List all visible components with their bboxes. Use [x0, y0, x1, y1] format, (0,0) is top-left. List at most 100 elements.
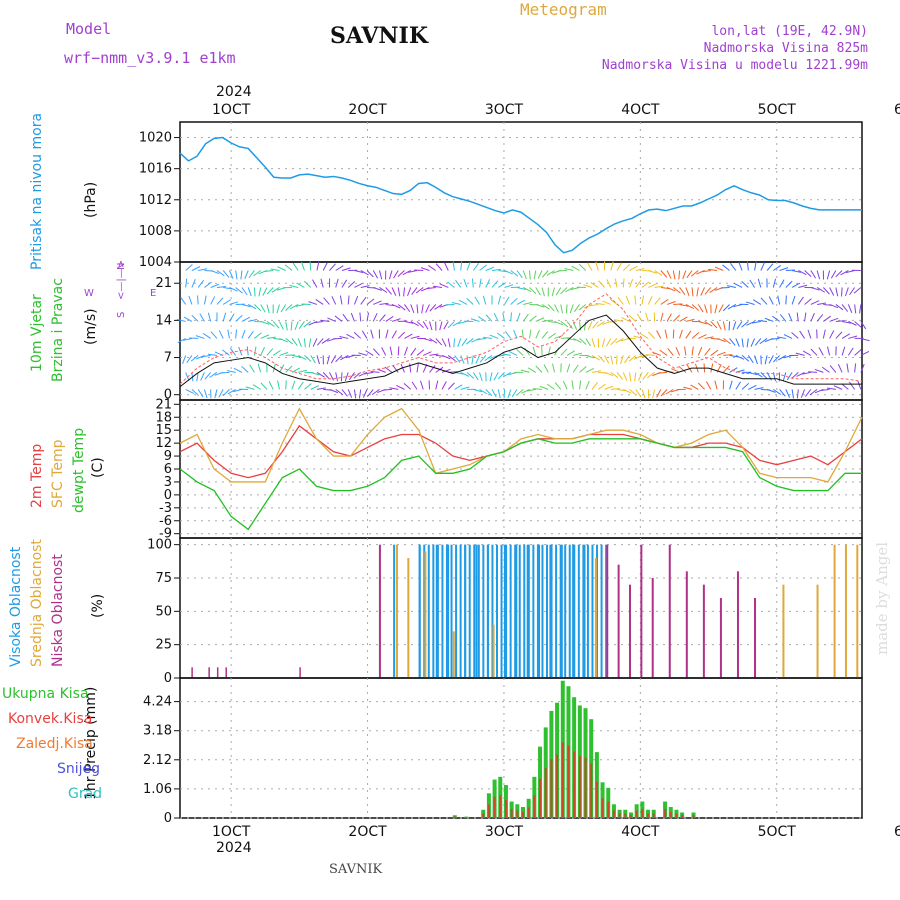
compass-w: W — [84, 288, 94, 299]
wind-barb — [334, 315, 343, 322]
wind-barb — [466, 297, 474, 305]
wind-barb — [754, 261, 757, 271]
wind-barb — [452, 321, 461, 327]
wind-barb — [691, 346, 694, 356]
cloud-bar-high — [541, 544, 544, 678]
wind-barb — [266, 287, 274, 295]
wind-barb — [583, 304, 593, 309]
wind-barb — [516, 349, 524, 356]
wind-barb — [257, 363, 262, 373]
wind-barb — [279, 337, 288, 343]
wind-barb — [510, 312, 512, 322]
wind-barb — [466, 372, 475, 379]
wind-barb — [472, 262, 480, 271]
wind-barb — [360, 270, 369, 276]
wind-barb — [704, 321, 713, 327]
wind-barb — [748, 384, 757, 390]
precip-legend-conv: Konvek.Kisa — [8, 711, 93, 727]
wind-barb — [785, 295, 787, 305]
wind-barb — [829, 303, 839, 309]
pressure-line — [179, 136, 862, 254]
wind-barb — [340, 354, 349, 361]
wind-barb — [216, 285, 226, 288]
cloud-bar-mid — [833, 544, 836, 678]
wind-barb — [298, 321, 305, 330]
wind-barb — [379, 287, 388, 293]
precip-bar-convective — [675, 813, 678, 818]
wind-barb — [772, 278, 777, 288]
wind-barb — [229, 347, 237, 356]
wind-barb — [782, 372, 787, 382]
wind-barb — [741, 382, 750, 390]
wind-barb — [353, 389, 357, 399]
wind-barb — [640, 333, 649, 339]
wind-barb — [504, 270, 513, 275]
wind-barb — [479, 264, 487, 271]
wind-barb — [373, 287, 382, 291]
wind-barb — [204, 281, 212, 288]
wind-barb — [457, 338, 462, 348]
wind-barb — [322, 372, 330, 380]
model-elevation-label: Nadmorska Visina u modelu 1221.99m — [601, 58, 868, 73]
wind-barb — [384, 366, 393, 373]
cloud-bar-high — [486, 544, 489, 678]
wind-barb — [796, 312, 799, 322]
wind-barb — [766, 388, 776, 393]
pressure-ytick-label: 1004 — [139, 255, 172, 270]
wind-barb — [854, 304, 857, 314]
cloud-bar-low — [736, 571, 739, 678]
wind-barb — [768, 355, 774, 364]
wind-barb — [698, 320, 708, 325]
wind-barb — [678, 270, 681, 280]
wind-barb — [304, 355, 312, 362]
wind-barb — [667, 348, 674, 356]
wind-barb — [785, 280, 793, 288]
wind-barb — [622, 278, 625, 288]
wind-barb — [416, 363, 419, 373]
wind-barb — [722, 304, 730, 312]
wind-barb — [385, 287, 392, 295]
wind-barb — [341, 389, 348, 397]
wind-barb — [816, 270, 821, 280]
wind-barb — [601, 338, 606, 348]
wind-barb — [460, 355, 465, 364]
wind-barb — [210, 331, 218, 339]
wind-barb — [629, 389, 637, 396]
wind-barb — [704, 348, 711, 356]
wind-barb — [260, 304, 266, 313]
cloud-bar-low — [208, 667, 210, 678]
wind-barb — [685, 318, 695, 322]
cloud-bar-low — [719, 598, 722, 678]
wind-barb — [451, 302, 461, 305]
wind-barb — [634, 372, 637, 382]
wind-barb — [610, 338, 618, 346]
wind-barb — [749, 279, 756, 288]
pressure-ytick-label: 1012 — [139, 193, 172, 208]
wind-barb — [660, 298, 669, 305]
wind-barb — [315, 299, 324, 305]
temp-ytick-label: 6 — [164, 462, 172, 477]
wind-barb — [447, 355, 456, 362]
temp-ytick-label: 9 — [164, 449, 172, 464]
wind-barb — [223, 286, 233, 290]
cloud-bar-high — [503, 544, 506, 678]
wind-barb — [222, 389, 230, 397]
cloud-bar-high — [527, 544, 530, 678]
wind-barb — [829, 317, 839, 322]
cloud-bar-low — [640, 544, 643, 678]
wind-barb — [714, 304, 718, 314]
wind-barb — [297, 354, 307, 361]
wind-barb — [854, 349, 862, 356]
wind-barb — [728, 321, 731, 331]
wind-barb — [222, 299, 232, 305]
wind-barb — [420, 267, 430, 271]
cloud-bar-high — [459, 544, 462, 678]
wind-barb — [730, 262, 737, 271]
cloud-bar-mid — [856, 544, 859, 678]
wind-barb — [745, 301, 755, 305]
wind-barb — [860, 350, 870, 356]
wind-barb — [297, 338, 302, 348]
wind-barb — [718, 304, 724, 313]
wind-barb — [770, 337, 780, 340]
cloud-bar-high — [526, 544, 529, 678]
